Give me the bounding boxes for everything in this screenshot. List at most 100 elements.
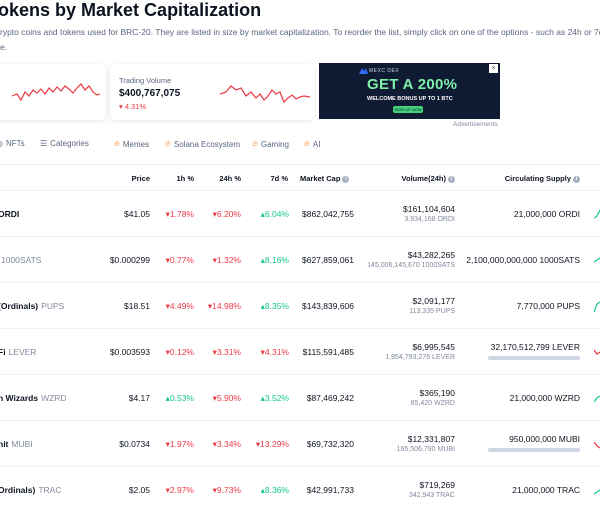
fire-icon: 🔥︎	[252, 139, 258, 148]
change-1h-value: 0.77%	[169, 255, 194, 265]
caret-down-icon: ▾	[255, 439, 261, 449]
market-cap-cell: $87,469,242	[306, 393, 354, 403]
volume-sub-cell: 165,506,790 MUBI	[396, 446, 455, 453]
trading-volume-sparkline	[220, 85, 310, 104]
volume-cell: $2,091,177	[412, 296, 455, 306]
caret-down-icon: ▾	[212, 347, 217, 357]
trading-volume-change: ▾ 4.31%	[119, 102, 146, 111]
fire-icon: 🔥︎	[114, 139, 120, 148]
supply-progress-bar	[488, 356, 580, 360]
price-cell: $18.51	[124, 301, 150, 311]
divider	[0, 420, 600, 421]
trading-volume-card: Trading Volume $400,767,075 ▾ 4.31%	[110, 64, 314, 120]
tab-gaming[interactable]: 🔥︎ Gaming	[252, 139, 289, 149]
column-header-market-cap[interactable]: Market Cap i	[300, 174, 350, 183]
change-7d-cell: ▴6.04%	[243, 209, 289, 220]
caret-up-icon: ▴	[260, 393, 265, 403]
circulating-supply-cell: 21,000,000 ORDI	[513, 209, 580, 219]
column-header-7d[interactable]: 7d %	[270, 174, 288, 183]
caret-down-icon: ▾	[165, 485, 170, 495]
change-24h-value: 6.20%	[216, 209, 241, 219]
change-1h-value: 0.12%	[169, 347, 194, 357]
circulating-supply-cell: 950,000,000 MUBI	[509, 434, 580, 444]
change-24h-value: 3.31%	[216, 347, 241, 357]
caret-down-icon: ▾	[212, 255, 217, 265]
tab-categories[interactable]: ☰ Categories	[40, 139, 89, 148]
table-row[interactable]: n Wizards WZRD $4.17 ▴0.53% ▾5.90% ▴3.52% $87,…	[0, 374, 600, 420]
change-1h-value: 2.97%	[169, 485, 194, 495]
circulating-supply-cell: 7,770,000 PUPS	[516, 301, 580, 311]
token-name-text: nit	[0, 439, 9, 449]
change-7d-cell: ▾13.29%	[243, 439, 289, 450]
change-1h-cell: ▾1.78%	[154, 209, 194, 220]
token-name[interactable]: n Wizards WZRD	[0, 393, 67, 403]
tab-ai[interactable]: 🔥︎ AI	[304, 139, 320, 149]
change-7d-cell: ▴8.35%	[243, 301, 289, 312]
token-name[interactable]: 1000SATS	[0, 255, 41, 265]
volume-cell: $161,104,604	[403, 204, 455, 214]
token-symbol: TRAC	[38, 485, 62, 495]
page-description: rypto coins and tokens used for BRC-20. …	[0, 25, 600, 55]
column-header-price[interactable]: Price	[131, 174, 150, 183]
table-row[interactable]: ORDI $41.05 ▾1.78% ▾6.20% ▴6.04% $862,042,755…	[0, 190, 600, 236]
change-1h-cell: ▾1.97%	[154, 439, 194, 450]
table-row[interactable]: Ordinals) TRAC $2.05 ▾2.97% ▾9.73% ▴8.36% $42,…	[0, 466, 600, 510]
column-header-1h[interactable]: 1h %	[176, 174, 194, 183]
volume-sub-cell: 3,934,168 ORDI	[404, 216, 455, 223]
table-row[interactable]: Fi LEVER $0.003593 ▾0.12% ▾3.31% ▾4.31% $115,5…	[0, 328, 600, 374]
table-row[interactable]: nit MUBI $0.0734 ▾1.97% ▾3.34% ▾13.29% $69,732…	[0, 420, 600, 466]
trading-volume-value: $400,767,075	[119, 88, 181, 99]
table-row[interactable]: (Ordinals) PUPS $18.51 ▾4.49% ▾14.98% ▴8.35% $…	[0, 282, 600, 328]
description-line-2: e.	[0, 42, 8, 52]
token-name-text: (Ordinals)	[0, 301, 39, 311]
sparkline-7d	[594, 489, 600, 495]
divider	[0, 190, 600, 191]
info-icon[interactable]: i	[573, 175, 580, 183]
token-name[interactable]: Ordinals) TRAC	[0, 485, 61, 495]
column-header-volume[interactable]: Volume(24h) i	[380, 174, 455, 183]
caret-down-icon: ▾	[207, 301, 213, 311]
token-name[interactable]: nit MUBI	[0, 439, 33, 449]
circulating-supply-cell: 2,100,000,000,000 1000SATS	[466, 255, 580, 265]
sparkline-7d	[594, 441, 600, 449]
column-header-circulating-supply[interactable]: Circulating Supply i	[480, 174, 580, 183]
price-cell: $0.003593	[109, 347, 150, 357]
ad-cta-button[interactable]: SIGN UP NOW	[393, 106, 423, 113]
change-7d-cell: ▴3.52%	[243, 393, 289, 404]
tab-nfts[interactable]: ◎NFTs	[0, 139, 25, 148]
token-name[interactable]: ORDI	[0, 209, 22, 219]
token-name[interactable]: Fi LEVER	[0, 347, 36, 357]
caret-up-icon: ▴	[260, 485, 265, 495]
fire-icon: 🔥︎	[304, 139, 310, 148]
sparkline-7d	[594, 209, 600, 219]
advertisement-banner[interactable]: MEXC DEX GET A 200% WELCOME BONUS UP TO …	[319, 63, 500, 119]
change-1h-value: 1.78%	[169, 209, 194, 219]
caret-down-icon: ▾	[165, 209, 170, 219]
volume-cell: $365,190	[419, 388, 455, 398]
tab-memes[interactable]: 🔥︎ Memes	[114, 139, 149, 149]
divider	[0, 328, 600, 329]
ad-close-icon[interactable]: ×	[489, 64, 498, 73]
image-icon: ◎	[0, 139, 3, 148]
caret-up-icon: ▴	[165, 393, 170, 403]
page-title: okens by Market Capitalization	[0, 0, 262, 20]
caret-down-icon: ▾	[260, 347, 265, 357]
tab-label: Gaming	[260, 139, 289, 149]
column-header-24h[interactable]: 24h %	[219, 174, 241, 183]
sparkline-7d	[594, 349, 600, 355]
info-icon[interactable]: i	[448, 175, 455, 183]
change-24h-cell: ▾3.34%	[196, 439, 241, 450]
table-row[interactable]: 1000SATS $0.000299 ▾0.77% ▾1.32% ▴8.16% $627,…	[0, 236, 600, 282]
trading-volume-label: Trading Volume	[119, 76, 172, 85]
circulating-supply-cell: 32,170,512,799 LEVER	[490, 342, 580, 352]
trading-volume-change-value: 4.31%	[124, 102, 147, 111]
info-icon[interactable]: i	[342, 175, 350, 183]
token-name[interactable]: (Ordinals) PUPS	[0, 301, 64, 311]
tab-solana-ecosystem[interactable]: 🔥︎ Solana Ecosystem	[165, 139, 240, 149]
change-7d-value: 13.29%	[260, 439, 289, 449]
volume-sub-cell: 1,954,793,276 LEVER	[385, 354, 455, 361]
market-cap-header-label: Market Cap	[300, 174, 341, 183]
change-1h-cell: ▾0.77%	[154, 255, 194, 266]
market-cap-sparkline	[12, 83, 100, 102]
price-cell: $4.17	[128, 393, 150, 403]
